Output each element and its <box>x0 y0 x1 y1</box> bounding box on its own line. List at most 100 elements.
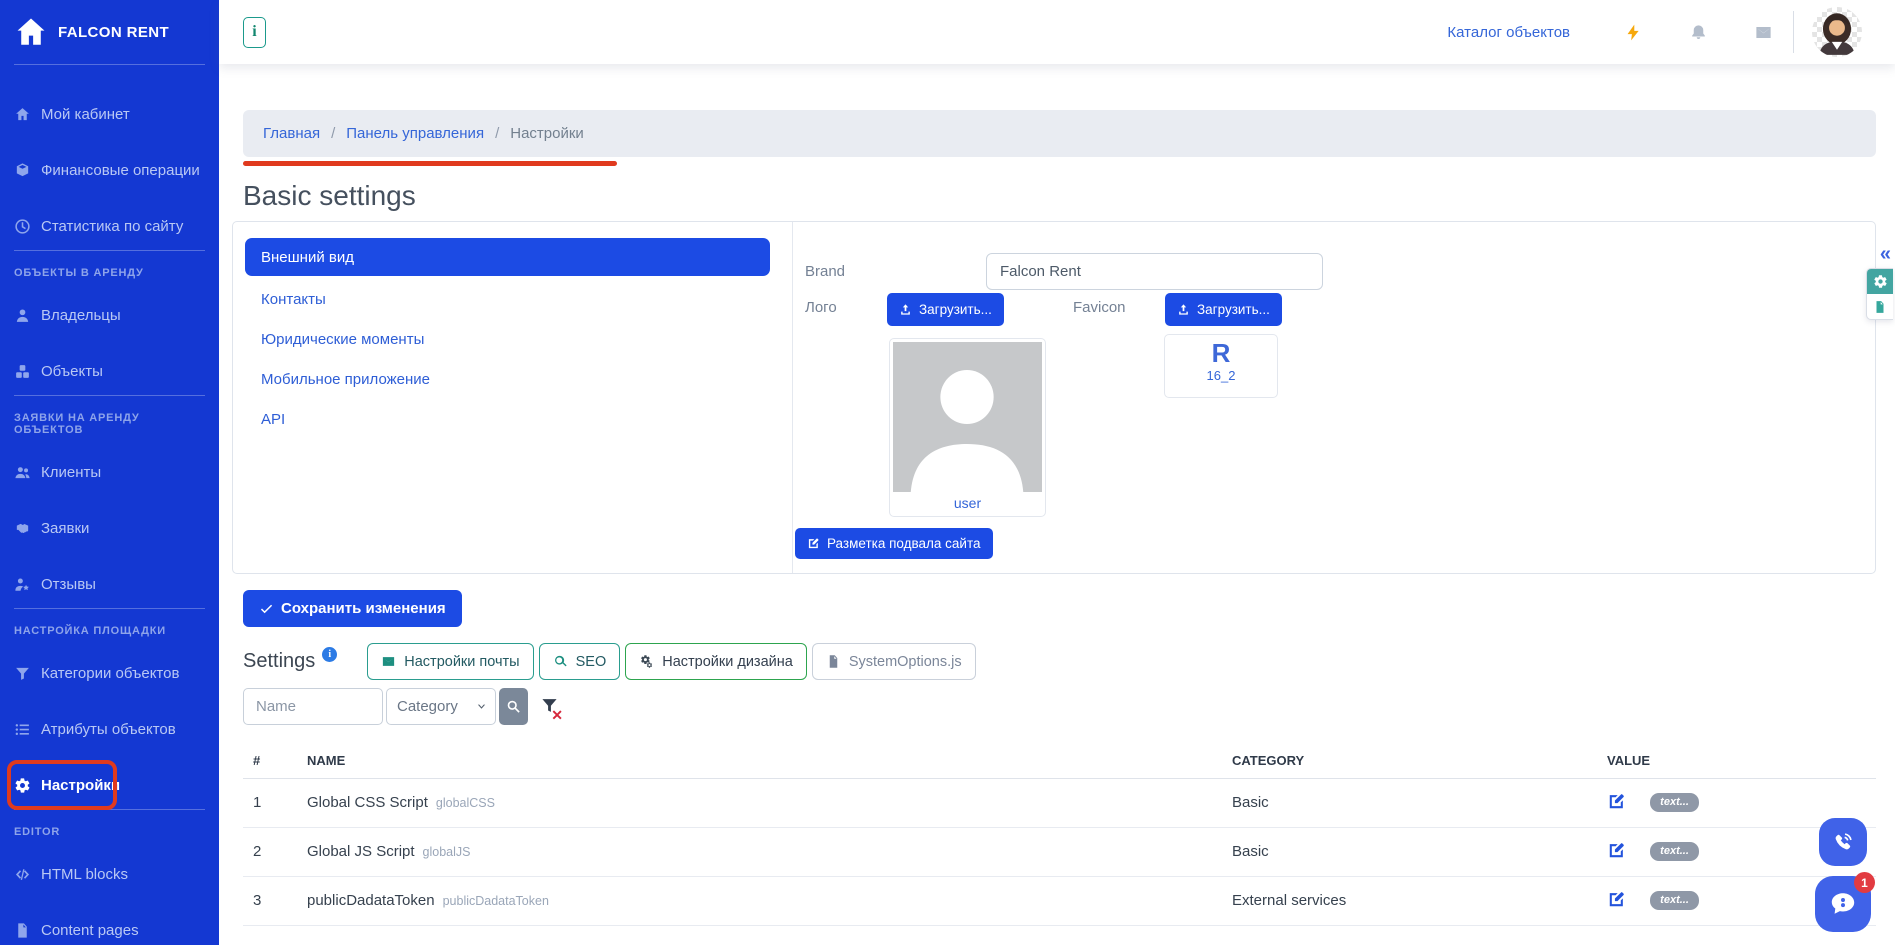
edit-button[interactable] <box>1607 841 1626 863</box>
search-icon <box>554 655 567 667</box>
x-mark: ✕ <box>551 706 563 723</box>
logo-upload-button[interactable]: Загрузить... <box>887 293 1004 326</box>
sidebar-item-reviews[interactable]: Отзывы <box>0 574 219 594</box>
annotation-underline <box>243 161 617 166</box>
breadcrumb-control-panel[interactable]: Панель управления <box>346 125 485 142</box>
favicon-label: Favicon <box>1073 299 1126 316</box>
sidebar-section-rent-requests: ЗАЯВКИ НА АРЕНДУ ОБЪЕКТОВ <box>14 412 140 436</box>
gear-icon <box>15 777 30 793</box>
info-button[interactable]: i <box>243 16 266 48</box>
upload-icon <box>901 304 910 315</box>
file-icon <box>1876 300 1884 313</box>
info-icon[interactable]: i <box>322 647 338 662</box>
phone-icon <box>1835 833 1852 850</box>
home-logo-icon <box>17 18 45 45</box>
favicon-upload-button[interactable]: Загрузить... <box>1165 293 1282 326</box>
sidebar-section-editor: EDITOR <box>14 826 61 838</box>
sidebar-item-my-cabinet[interactable]: Мой кабинет <box>0 104 219 124</box>
sidebar-item-finance[interactable]: Финансовые операции <box>0 160 219 180</box>
tab-legal[interactable]: Юридические моменты <box>261 330 425 348</box>
file-icon <box>829 655 838 668</box>
catalog-link[interactable]: Каталог объектов <box>1447 23 1570 41</box>
sidebar-item-requests[interactable]: Заявки <box>0 518 219 538</box>
brand-label: Brand <box>805 263 846 280</box>
mail-icon[interactable] <box>1754 23 1773 42</box>
sidebar-item-object-attributes[interactable]: Атрибуты объектов <box>0 719 219 739</box>
search-button[interactable] <box>499 688 528 725</box>
chat-bubble-icon <box>1831 893 1855 914</box>
gears-icon <box>1873 275 1887 288</box>
home-icon <box>16 107 29 120</box>
brand-input[interactable] <box>986 253 1323 290</box>
filters: Category ✕ <box>243 688 1895 725</box>
sidebar-item-objects[interactable]: Объекты <box>0 361 219 381</box>
search-icon <box>507 700 520 713</box>
save-button[interactable]: Сохранить изменения <box>243 590 462 627</box>
bell-icon[interactable] <box>1689 23 1708 42</box>
sidebar-nav: Мой кабинет Финансовые операции Статисти… <box>0 81 219 940</box>
person-icon <box>16 308 29 322</box>
sidebar-item-object-categories[interactable]: Категории объектов <box>0 663 219 683</box>
people-icon <box>15 466 30 478</box>
clear-filter-button[interactable]: ✕ <box>537 695 563 723</box>
favicon-preview: R <box>1211 338 1231 368</box>
breadcrumb-home[interactable]: Главная <box>263 125 321 142</box>
seo-button[interactable]: SEO <box>538 643 621 680</box>
edit-button[interactable] <box>1607 890 1626 912</box>
tab-api[interactable]: API <box>261 410 286 428</box>
settings-toolbar: Settings i Настройки почты SEO Настройки… <box>243 643 1895 680</box>
col-value: VALUE <box>1607 743 1876 779</box>
collapse-panel-button[interactable]: « <box>1879 243 1891 265</box>
content: Главная / Панель управления / Настройки … <box>219 110 1895 926</box>
right-edge-widgets: « <box>1866 244 1893 320</box>
favicon-preview-card: R 16_2 <box>1164 334 1278 398</box>
setting-name: Global JS Script <box>307 843 415 860</box>
sidebar-item-clients[interactable]: Клиенты <box>0 462 219 482</box>
logo-file-link[interactable]: user <box>953 495 982 511</box>
footer-markup-button[interactable]: Разметка подвала сайта <box>795 528 993 559</box>
check-icon <box>260 604 273 614</box>
edit-icon <box>1609 793 1624 808</box>
name-filter-input[interactable] <box>243 688 383 725</box>
avatar[interactable] <box>1812 7 1862 57</box>
table-row: 1 Global CSS Script globalCSS Basic text.… <box>243 778 1876 828</box>
brand[interactable]: FALCON RENT <box>0 0 219 64</box>
chat-widget-button[interactable]: 1 <box>1815 872 1875 932</box>
tab-contacts[interactable]: Контакты <box>261 290 326 308</box>
list-icon <box>15 723 29 735</box>
edit-button[interactable] <box>1607 792 1626 814</box>
system-options-button[interactable]: SystemOptions.js <box>811 643 976 680</box>
settings-table: # NAME CATEGORY VALUE 1 Global CSS Scrip… <box>243 743 1876 926</box>
sidebar-item-settings[interactable]: Настройки <box>0 760 219 810</box>
sidebar-item-content-pages[interactable]: Content pages <box>0 920 219 940</box>
col-category: CATEGORY <box>1232 743 1607 779</box>
file-tool-tile[interactable] <box>1867 294 1893 319</box>
tab-appearance[interactable]: Внешний вид <box>245 238 770 276</box>
category-select[interactable]: Category <box>386 688 496 725</box>
sidebar-item-html-blocks[interactable]: HTML blocks <box>0 864 219 884</box>
tab-mobile-app[interactable]: Мобильное приложение <box>261 370 430 388</box>
side-tool-tiles <box>1866 268 1893 320</box>
value-pill[interactable]: text... <box>1650 793 1699 812</box>
chat-badge: 1 <box>1854 872 1875 893</box>
sidebar-item-owners[interactable]: Владельцы <box>0 305 219 325</box>
value-pill[interactable]: text... <box>1650 842 1699 861</box>
value-pill[interactable]: text... <box>1650 891 1699 910</box>
bolt-icon[interactable] <box>1624 23 1643 42</box>
col-number: # <box>243 743 307 779</box>
settings-heading: Settings <box>243 650 316 672</box>
viber-call-button[interactable] <box>1819 818 1867 866</box>
col-name: NAME <box>307 743 1232 779</box>
filter-icon <box>541 698 557 712</box>
setting-code: globalCSS <box>435 796 495 810</box>
divider <box>14 608 205 609</box>
favicon-file-link[interactable]: 16_2 <box>1206 368 1236 383</box>
design-settings-button[interactable]: Настройки дизайна <box>625 643 807 680</box>
sidebar-item-site-stats[interactable]: Статистика по сайту <box>0 216 219 236</box>
edit-icon <box>1609 891 1624 906</box>
tabs: Внешний вид Контакты Юридические моменты… <box>233 222 793 573</box>
design-tools-tile[interactable] <box>1867 269 1893 294</box>
table-header-row: # NAME CATEGORY VALUE <box>243 743 1876 779</box>
mail-settings-button[interactable]: Настройки почты <box>367 643 534 680</box>
